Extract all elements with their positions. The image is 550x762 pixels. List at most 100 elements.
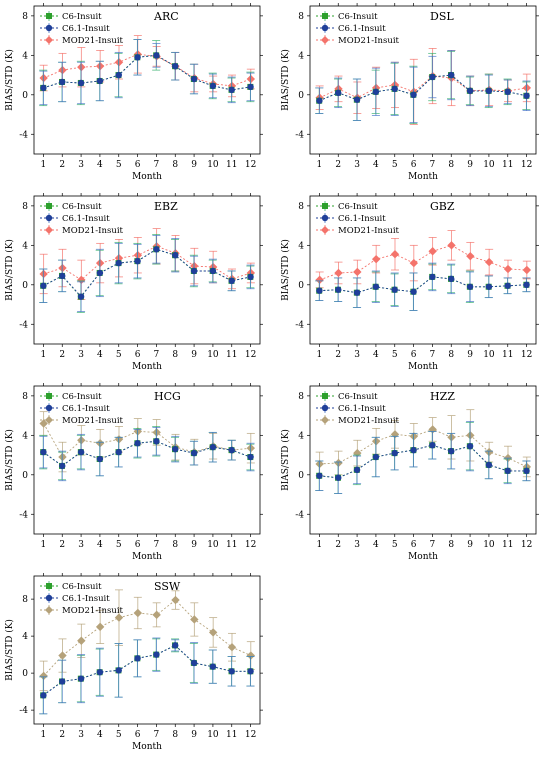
series-gbz-1 [315,262,531,311]
legend-marker-diamond [45,36,53,44]
x-tick-label: 7 [154,540,160,550]
data-point-circle [59,78,66,86]
legend-label: C6-Insuit [62,582,102,592]
y-tick-label: 0 [22,471,28,481]
x-tick-label: 7 [430,350,436,360]
x-tick-label: 5 [116,350,122,360]
data-point-circle [172,62,179,70]
x-tick-label: 2 [59,160,65,170]
data-point-circle [372,88,380,96]
series-line [43,644,251,696]
y-tick-label: -4 [295,320,304,330]
data-point-circle [485,461,493,469]
series-gbz-0 [315,263,531,311]
chart-title: GBZ [430,200,455,213]
data-point-diamond [208,628,218,637]
data-point-circle [134,440,141,447]
x-tick-label: 10 [483,160,495,170]
data-point-diamond [315,275,324,285]
legend-marker-circle [45,24,53,32]
data-point-circle [448,71,455,79]
y-tick-label: 8 [298,12,304,22]
legend: C6-Insuit C6.1-Insuit MOD21-Insuit [40,11,124,46]
x-tick-label: 1 [41,540,47,550]
x-tick-label: 12 [521,540,532,550]
panel-gbz: -4 0 4 8 1 2 3 4 5 6 7 8 9 10 11 12 Month BIAS/STD (K) GBZ… [276,190,546,380]
y-tick-label: 8 [22,392,28,402]
legend-marker-square [322,393,328,399]
legend-marker-square [46,13,52,19]
legend-marker-square [46,583,52,589]
data-point-circle [391,286,398,293]
y-tick-label: 4 [22,51,28,61]
y-tick-label: 8 [298,392,304,402]
legend-label: MOD21-Insuit [62,226,124,236]
legend-marker-square [322,203,328,209]
x-tick-label: 3 [354,160,360,170]
data-point-circle [523,467,530,475]
data-point-circle [40,84,47,92]
data-point-circle [77,448,85,456]
y-tick-label: 4 [298,51,304,61]
series-hzz-1 [315,421,531,494]
series-line [43,54,251,91]
legend-label: MOD21-Insuit [62,416,124,426]
data-point-circle [429,273,436,281]
x-tick-label: 12 [245,160,256,170]
data-point-circle [448,447,455,455]
data-point-circle [190,267,198,275]
x-tick-label: 7 [154,160,160,170]
data-point-circle [391,85,398,93]
data-point-circle [115,71,122,79]
y-tick-label: 4 [298,241,304,251]
y-tick-label: 0 [298,91,304,101]
series-line [319,444,527,479]
data-point-circle [410,288,417,295]
data-point-diamond [447,241,456,250]
data-point-circle [485,283,493,290]
x-axis-label: Month [132,552,162,562]
data-point-circle [523,92,530,99]
data-point-circle [316,472,323,479]
series-arc-0 [39,39,255,107]
x-axis-label: Month [132,172,162,182]
x-tick-label: 3 [78,540,84,550]
x-tick-label: 12 [245,350,256,360]
data-point-diamond [484,257,494,267]
data-point-circle [209,663,217,670]
legend-marker-circle [45,214,53,222]
legend-label: C6-Insuit [62,12,102,22]
x-axis-label: Month [408,362,438,372]
data-point-circle [228,86,235,94]
data-point-circle [209,443,217,451]
legend-marker-circle [321,214,329,222]
legend-label: C6.1-Insuit [62,24,110,34]
data-point-circle [190,75,198,83]
x-tick-label: 7 [154,350,160,360]
y-tick-label: 8 [22,595,28,605]
y-axis-label: BIAS/STD (K) [4,429,15,491]
series-ssw-1 [39,637,255,715]
data-point-diamond [522,265,532,275]
x-tick-label: 6 [135,540,141,550]
series-line [319,428,527,468]
x-tick-label: 5 [392,160,398,170]
data-point-circle [410,91,417,99]
legend-marker-diamond [45,416,53,424]
data-point-diamond [95,622,105,632]
series-ssw-0 [39,638,255,715]
x-tick-label: 8 [172,160,178,170]
x-tick-label: 4 [373,540,379,550]
x-tick-label: 9 [467,160,473,170]
panel-hzz: -4 0 4 8 1 2 3 4 5 6 7 8 9 10 11 12 Month BIAS/STD (K) HZZ… [276,380,546,570]
data-point-circle [209,82,217,90]
y-tick-label: -4 [19,320,28,330]
legend-label: C6-Insuit [62,202,102,212]
y-tick-label: 0 [298,281,304,291]
data-point-circle [335,89,342,97]
x-tick-label: 4 [97,540,103,550]
x-tick-label: 11 [226,350,237,360]
